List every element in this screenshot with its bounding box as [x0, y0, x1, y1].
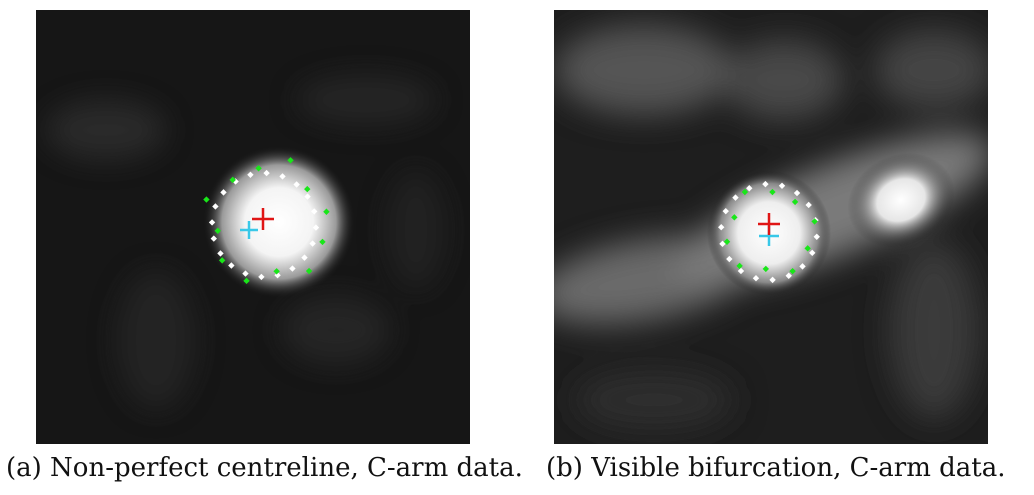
- contour-point-white: [301, 254, 308, 261]
- contour-point-white: [242, 270, 249, 277]
- centre-marker-red-a: [252, 208, 274, 230]
- contour-point-green: [319, 238, 326, 246]
- contour-point-white: [208, 219, 216, 226]
- contour-point-green: [287, 157, 294, 164]
- contour-points-green-a: [203, 157, 330, 285]
- contour-point-green: [305, 267, 313, 275]
- contour-point-white: [785, 272, 792, 279]
- image-panel-b: [554, 10, 988, 444]
- centre-marker-cyan: [240, 221, 258, 239]
- contour-point-green: [229, 176, 236, 184]
- contour-point-white: [210, 235, 218, 242]
- bifurcation-branch: [847, 153, 955, 247]
- contour-point-green: [791, 198, 799, 206]
- contour-point-green: [789, 267, 796, 275]
- contour-point-white: [247, 171, 254, 179]
- contour-point-green: [811, 218, 818, 225]
- contour-point-white: [793, 189, 801, 197]
- contour-point-white: [263, 169, 270, 177]
- contour-point-white: [310, 208, 318, 215]
- image-panel-a: [36, 10, 470, 444]
- contour-point-green: [255, 165, 262, 172]
- contour-point-white: [809, 249, 816, 257]
- contour-point-green: [323, 208, 330, 215]
- contour-point-white: [279, 173, 286, 180]
- contour-point-white: [212, 203, 219, 210]
- contour-point-green: [731, 214, 738, 221]
- contour-point-green: [736, 262, 743, 270]
- vessel-cross-section-a: [203, 146, 355, 298]
- contour-point-white: [304, 193, 311, 200]
- contour-point-white: [293, 181, 300, 188]
- contour-point-white: [746, 185, 753, 192]
- contour-point-white: [258, 273, 265, 281]
- caption-b: (b) Visible bifurcation, C-arm data.: [546, 453, 1006, 483]
- centre-marker-red-b: [758, 213, 780, 235]
- contour-point-white: [289, 265, 296, 272]
- caption-a: (a) Non-perfect centreline, C-arm data.: [6, 453, 523, 483]
- contour-point-green: [203, 196, 210, 203]
- c-arm-image-b: [554, 10, 988, 444]
- contour-point-white: [312, 224, 320, 231]
- contour-point-white: [228, 262, 235, 269]
- c-arm-image-a: [36, 10, 470, 444]
- contour-point-white: [309, 240, 316, 247]
- contour-point-green: [304, 185, 311, 193]
- contour-point-white: [220, 189, 227, 196]
- contour-point-white: [217, 250, 224, 257]
- contour-point-green: [769, 188, 776, 196]
- contour-point-green: [218, 257, 226, 264]
- contour-point-green: [243, 277, 250, 285]
- contour-point-green: [214, 227, 221, 235]
- contour-point-green: [273, 268, 280, 275]
